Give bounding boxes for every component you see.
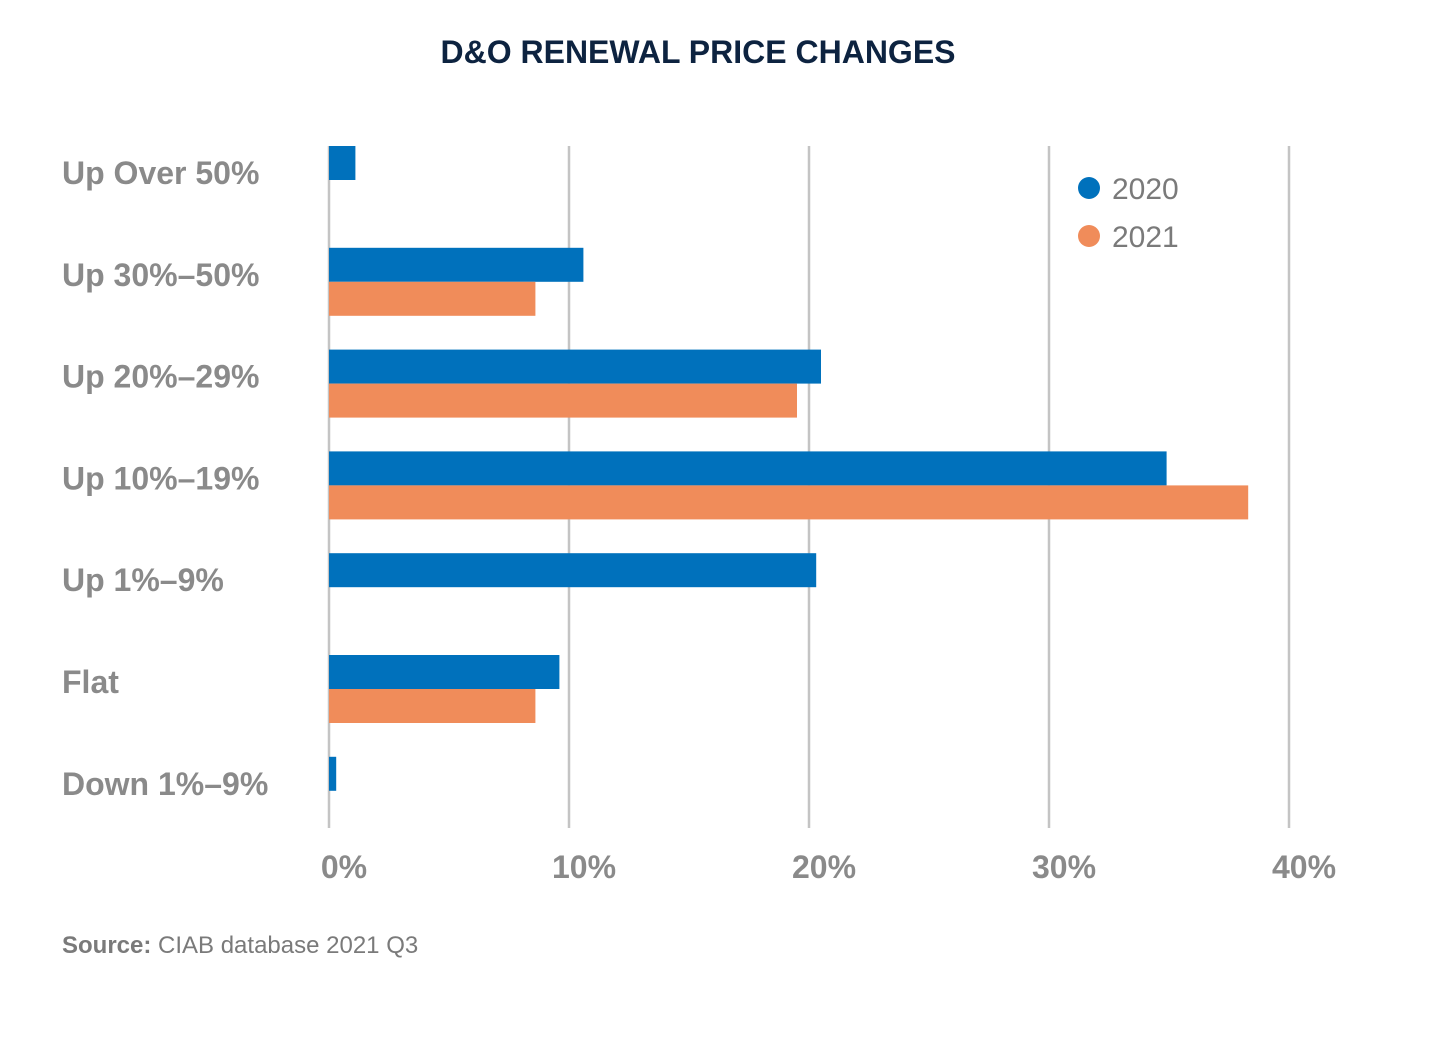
bar-2021-5 xyxy=(329,689,536,723)
legend: 2020 2021 xyxy=(1078,173,1179,254)
category-label: Flat xyxy=(62,664,119,700)
bar-2020-5 xyxy=(329,655,560,689)
bars xyxy=(329,146,1249,791)
legend-marker-2021 xyxy=(1078,225,1100,247)
category-label: Up 1%–9% xyxy=(62,562,224,598)
chart-title: D&O RENEWAL PRICE CHANGES xyxy=(440,34,955,70)
bar-2021-3 xyxy=(329,485,1249,520)
x-tick-labels: 0% 10% 20% 30% 40% xyxy=(321,849,1336,885)
category-label: Down 1%–9% xyxy=(62,766,268,802)
x-tick-label: 20% xyxy=(792,849,856,885)
category-label: Up Over 50% xyxy=(62,155,259,191)
legend-label-2020: 2020 xyxy=(1112,173,1179,206)
source-text: CIAB database 2021 Q3 xyxy=(151,932,418,959)
category-label: Up 20%–29% xyxy=(62,359,259,395)
category-labels: Up Over 50% Up 30%–50% Up 20%–29% Up 10%–19… xyxy=(62,155,268,802)
bar-2020-6 xyxy=(329,756,337,791)
source-note: Source: CIAB database 2021 Q3 xyxy=(62,932,418,959)
x-tick-label: 30% xyxy=(1032,849,1096,885)
category-label: Up 10%–19% xyxy=(62,460,259,496)
legend-marker-2020 xyxy=(1078,177,1100,199)
bar-2020-0 xyxy=(329,146,356,180)
x-tick-label: 40% xyxy=(1272,849,1336,885)
bar-2020-4 xyxy=(329,553,817,588)
bar-2020-3 xyxy=(329,451,1167,486)
category-label: Up 30%–50% xyxy=(62,257,259,293)
x-tick-label: 0% xyxy=(321,849,367,885)
source-label: Source: xyxy=(62,932,151,959)
bar-2021-2 xyxy=(329,383,797,418)
bar-2021-1 xyxy=(329,281,536,316)
bar-2020-1 xyxy=(329,247,584,282)
bar-2020-2 xyxy=(329,349,821,384)
x-tick-label: 10% xyxy=(552,849,616,885)
legend-label-2021: 2021 xyxy=(1112,221,1179,254)
